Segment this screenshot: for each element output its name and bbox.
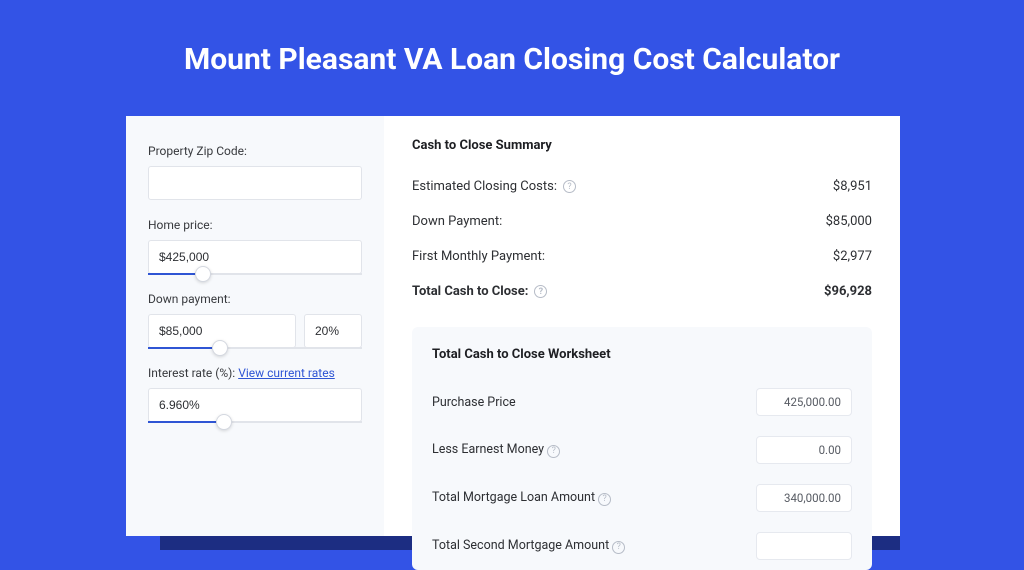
- zip-input[interactable]: [148, 166, 362, 200]
- summary-row-value: $96,928: [824, 284, 872, 299]
- down-payment-label: Down payment:: [148, 292, 362, 306]
- worksheet-row-label: Total Mortgage Loan Amount: [432, 490, 595, 505]
- worksheet-row-value[interactable]: 340,000.00: [756, 484, 852, 512]
- help-icon[interactable]: ?: [612, 541, 625, 554]
- summary-row-label: Down Payment:: [412, 214, 502, 229]
- help-icon[interactable]: ?: [563, 180, 576, 193]
- summary-row: First Monthly Payment: $2,977: [412, 239, 872, 274]
- worksheet-row-label: Purchase Price: [432, 395, 516, 410]
- home-price-field-group: Home price:: [148, 218, 362, 274]
- slider-thumb[interactable]: [216, 414, 232, 430]
- calculator-card: Property Zip Code: Home price: Down paym…: [126, 116, 900, 536]
- slider-thumb[interactable]: [195, 266, 211, 282]
- help-icon[interactable]: ?: [598, 493, 611, 506]
- summary-row-label: Estimated Closing Costs:: [412, 179, 557, 194]
- interest-rate-field-group: Interest rate (%): View current rates: [148, 366, 362, 422]
- worksheet-title: Total Cash to Close Worksheet: [432, 347, 852, 362]
- interest-rate-input[interactable]: [148, 388, 362, 422]
- home-price-input[interactable]: [148, 240, 362, 274]
- help-icon[interactable]: ?: [547, 445, 560, 458]
- down-payment-field-group: Down payment:: [148, 292, 362, 348]
- worksheet-row-value[interactable]: 0.00: [756, 436, 852, 464]
- summary-row-total: Total Cash to Close: ? $96,928: [412, 274, 872, 309]
- inputs-panel: Property Zip Code: Home price: Down paym…: [126, 116, 384, 536]
- summary-row: Estimated Closing Costs: ? $8,951: [412, 169, 872, 204]
- slider-fill: [148, 421, 216, 423]
- summary-row-value: $85,000: [826, 214, 872, 229]
- worksheet-row: Total Mortgage Loan Amount ? 340,000.00: [432, 474, 852, 522]
- slider-thumb[interactable]: [212, 340, 228, 356]
- zip-label: Property Zip Code:: [148, 144, 362, 158]
- summary-row-label: Total Cash to Close:: [412, 284, 528, 299]
- summary-row-value: $8,951: [833, 179, 872, 194]
- worksheet-row-label: Less Earnest Money: [432, 442, 544, 457]
- slider-fill: [148, 273, 195, 275]
- help-icon[interactable]: ?: [534, 285, 547, 298]
- summary-title: Cash to Close Summary: [412, 138, 872, 153]
- home-price-label: Home price:: [148, 218, 362, 232]
- results-panel: Cash to Close Summary Estimated Closing …: [384, 116, 900, 536]
- worksheet-row: Total Second Mortgage Amount ?: [432, 522, 852, 570]
- worksheet-card: Total Cash to Close Worksheet Purchase P…: [412, 327, 872, 570]
- down-payment-pct-input[interactable]: [304, 314, 362, 348]
- worksheet-row-label: Total Second Mortgage Amount: [432, 538, 609, 553]
- summary-row-value: $2,977: [833, 249, 872, 264]
- worksheet-row: Less Earnest Money ? 0.00: [432, 426, 852, 474]
- zip-field-group: Property Zip Code:: [148, 144, 362, 200]
- summary-row-label: First Monthly Payment:: [412, 249, 545, 264]
- interest-rate-label-text: Interest rate (%):: [148, 366, 235, 380]
- view-rates-link[interactable]: View current rates: [238, 366, 335, 380]
- summary-list: Estimated Closing Costs: ? $8,951 Down P…: [412, 169, 872, 309]
- page-title: Mount Pleasant VA Loan Closing Cost Calc…: [0, 0, 1024, 105]
- interest-rate-label: Interest rate (%): View current rates: [148, 366, 362, 380]
- worksheet-row-value[interactable]: [756, 532, 852, 560]
- worksheet-row-value[interactable]: 425,000.00: [756, 388, 852, 416]
- summary-row: Down Payment: $85,000: [412, 204, 872, 239]
- worksheet-row: Purchase Price 425,000.00: [432, 378, 852, 426]
- slider-fill: [148, 347, 212, 349]
